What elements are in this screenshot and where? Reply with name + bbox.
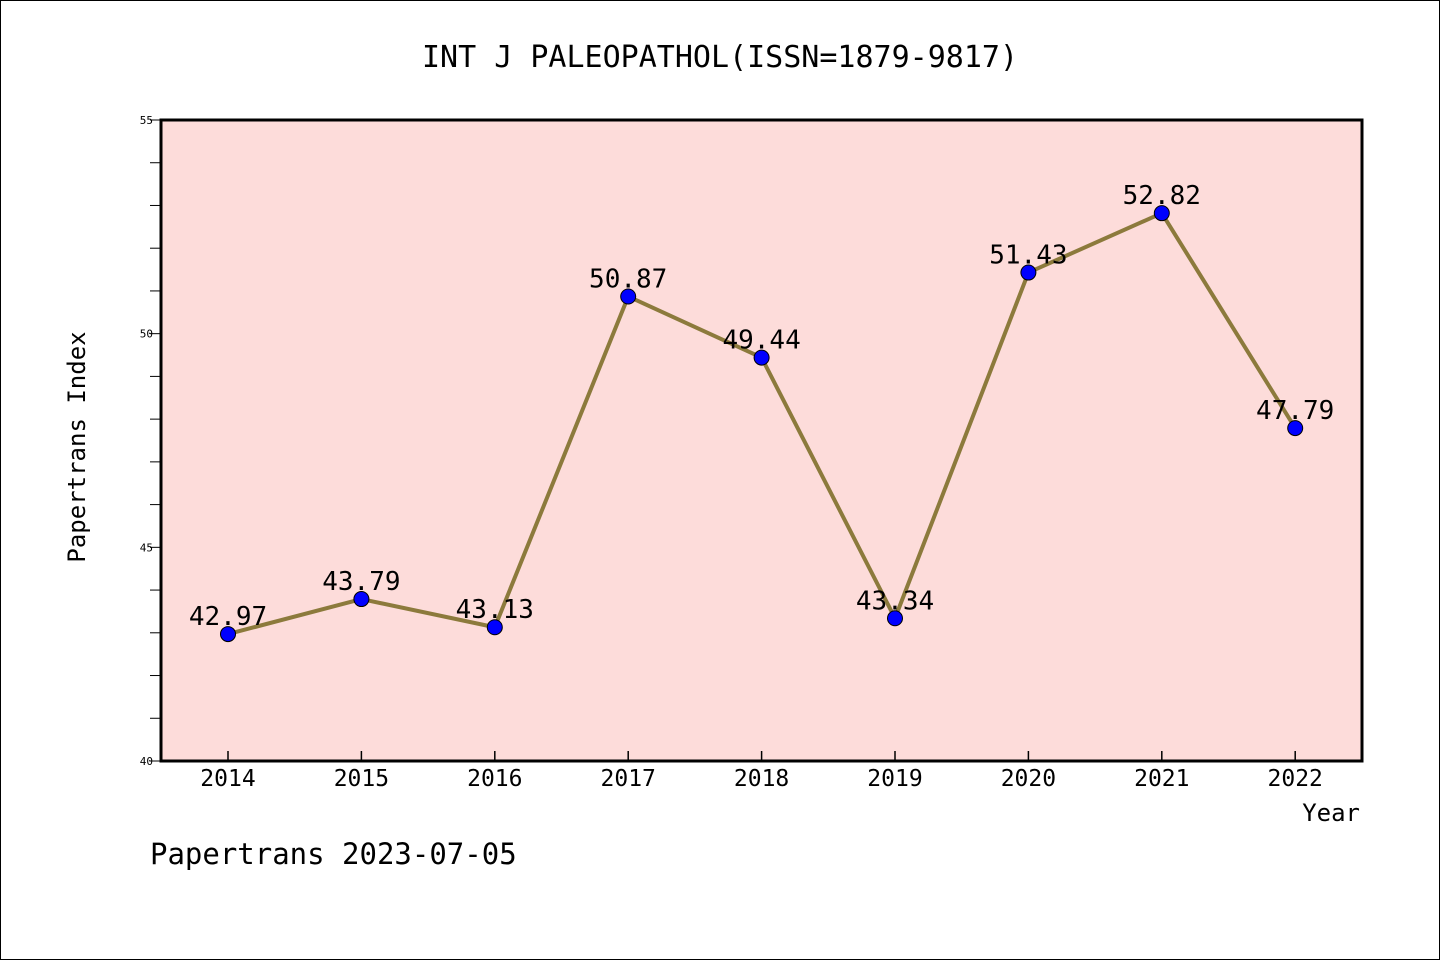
x-axis-label: Year [1302,799,1360,827]
x-tick-label: 2022 [1268,766,1323,792]
y-tick-label: 50 [140,328,153,341]
y-axis-label: Papertrans Index [63,331,91,562]
data-point [1020,264,1037,281]
series-layer: 42.9743.7943.1350.8749.4443.3451.4352.82… [189,181,1334,643]
x-tick-label: 2018 [734,766,789,792]
y-axis-ticks: 40 45 50 55 [140,114,161,768]
data-point [486,619,503,636]
plot-area [161,120,1362,761]
data-point [887,610,903,627]
y-tick-label: 55 [140,114,153,127]
data-point [1153,205,1170,222]
x-tick-label: 2017 [601,766,656,792]
footer-note: Papertrans 2023-07-05 [150,837,517,871]
x-tick-label: 2014 [200,766,255,792]
x-tick-label: 2016 [467,766,522,792]
x-tick-label: 2020 [1001,766,1056,792]
y-tick-label: 40 [140,755,153,768]
x-tick-label: 2019 [867,766,922,792]
data-point [353,591,370,608]
x-tick-label: 2021 [1134,766,1189,792]
plot-frame [159,118,1364,763]
x-tick-label: 2015 [334,766,389,792]
data-point [620,288,637,305]
data-point [220,626,236,643]
data-point [753,349,770,366]
chart-title: INT J PALEOPATHOL(ISSN=1879-9817) [422,40,1018,75]
data-point [1287,420,1304,437]
y-tick-label: 45 [140,541,153,554]
x-axis-ticks: 2014 2015 2016 2017 2018 2019 2020 2021 2022 [200,751,1323,792]
